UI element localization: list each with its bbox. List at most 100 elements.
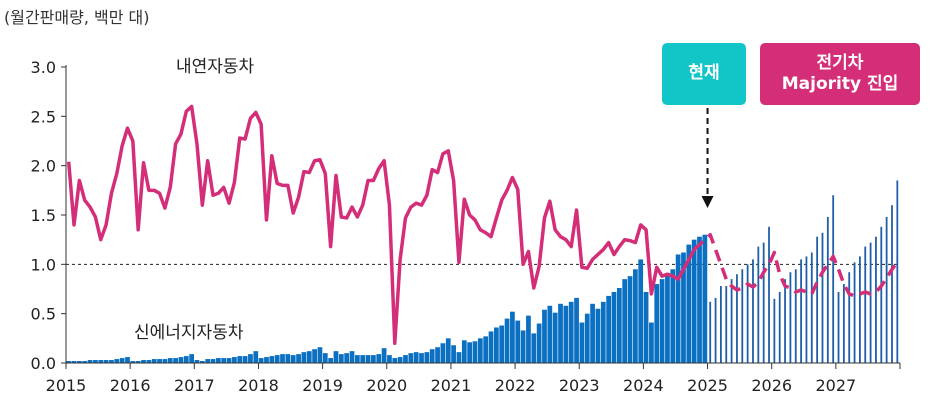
annotation-ev-line2: Majority 진입 bbox=[781, 74, 899, 94]
bar-nev-forecast bbox=[725, 286, 728, 363]
bar-nev-forecast bbox=[842, 284, 845, 363]
bar-nev-forecast bbox=[826, 216, 829, 363]
bar-nev bbox=[665, 274, 670, 363]
bar-nev bbox=[87, 360, 93, 363]
y-tick-label: 3.0 bbox=[31, 58, 56, 77]
bar-nev-forecast bbox=[757, 246, 760, 363]
bar-nev bbox=[579, 322, 585, 363]
bar-nev-forecast bbox=[736, 274, 738, 363]
bar-nev bbox=[237, 356, 243, 363]
bar-nev bbox=[189, 354, 195, 363]
bar-nev bbox=[419, 353, 424, 363]
bar-nev bbox=[697, 236, 702, 363]
bar-nev bbox=[226, 358, 232, 363]
x-tick-label: 2020 bbox=[366, 376, 407, 395]
bar-nev-forecast bbox=[891, 205, 893, 363]
bar-nev bbox=[135, 361, 141, 363]
y-tick-label: 0.0 bbox=[31, 354, 56, 373]
bar-nev bbox=[392, 358, 398, 363]
bar-nev bbox=[526, 315, 531, 363]
bar-nev-forecast bbox=[746, 264, 749, 363]
bar-nev bbox=[76, 361, 82, 363]
bar-nev bbox=[686, 244, 692, 363]
bar-nev bbox=[429, 349, 435, 363]
bar-nev bbox=[472, 341, 478, 363]
bar-nev bbox=[71, 361, 77, 363]
x-tick-label: 2016 bbox=[110, 376, 151, 395]
bar-nev bbox=[632, 269, 638, 363]
bar-nev-forecast bbox=[800, 259, 802, 363]
bar-nev bbox=[232, 357, 237, 363]
x-tick-label: 2017 bbox=[174, 376, 215, 395]
bar-nev bbox=[638, 259, 644, 363]
bar-nev bbox=[183, 356, 189, 363]
series-label-nev: 신에너지자동차 bbox=[134, 323, 244, 343]
bar-nev bbox=[387, 355, 392, 363]
line-ice-forecast bbox=[692, 232, 899, 298]
x-tick-label: 2019 bbox=[302, 376, 343, 395]
bar-nev bbox=[274, 355, 280, 363]
bar-nev bbox=[520, 330, 526, 363]
bar-nev-forecast bbox=[810, 252, 813, 363]
bar-nev bbox=[435, 347, 440, 363]
unit-label: (월간판매량, 백만 대) bbox=[4, 8, 150, 27]
bar-nev bbox=[264, 357, 269, 363]
bar-nev bbox=[563, 305, 569, 363]
bar-nev bbox=[109, 360, 114, 363]
bar-nev bbox=[338, 354, 344, 363]
bar-nev-forecast bbox=[720, 286, 722, 363]
bar-nev bbox=[590, 303, 595, 363]
bar-nev bbox=[510, 311, 515, 363]
bar-nev bbox=[328, 358, 334, 363]
y-tick-label: 1.0 bbox=[31, 255, 56, 274]
bars-layer bbox=[66, 180, 899, 363]
axes-layer: 0.0 0.5 1.0 1.5 2.0 2.5 3.0 2015 2016 2017 2018 201… bbox=[31, 58, 901, 395]
bar-nev bbox=[157, 359, 162, 363]
bar-nev bbox=[258, 358, 264, 363]
bar-nev bbox=[98, 360, 104, 363]
bar-nev bbox=[659, 279, 665, 363]
bar-nev bbox=[82, 361, 88, 363]
bar-nev-forecast bbox=[805, 256, 808, 363]
bar-nev bbox=[504, 318, 510, 363]
x-tick-label: 2025 bbox=[687, 376, 728, 395]
bar-nev bbox=[493, 327, 499, 363]
annotation-ev-box: 전기차 Majority 진입 bbox=[760, 43, 920, 105]
bar-nev-forecast bbox=[778, 291, 781, 363]
bar-nev bbox=[290, 355, 296, 363]
x-tick-label: 2027 bbox=[815, 376, 856, 395]
bar-nev bbox=[584, 313, 590, 363]
bar-nev bbox=[488, 331, 494, 363]
x-tick-label: 2022 bbox=[495, 376, 536, 395]
bar-nev bbox=[499, 325, 505, 363]
bar-nev bbox=[199, 361, 205, 363]
bar-nev-forecast bbox=[837, 291, 840, 363]
bar-nev bbox=[702, 234, 708, 363]
bar-nev bbox=[675, 254, 681, 363]
bar-nev bbox=[205, 359, 211, 363]
bar-nev bbox=[333, 351, 339, 363]
bar-nev bbox=[317, 347, 323, 363]
bar-nev-forecast bbox=[821, 232, 824, 363]
bar-nev-forecast bbox=[853, 262, 856, 363]
bar-nev bbox=[547, 305, 553, 363]
bar-nev bbox=[248, 354, 253, 363]
bar-nev bbox=[93, 360, 98, 363]
lines-layer bbox=[66, 104, 899, 346]
bar-nev bbox=[558, 303, 563, 363]
bar-nev bbox=[322, 353, 328, 363]
bar-nev bbox=[167, 358, 173, 363]
bar-nev bbox=[413, 352, 419, 363]
x-tick-label: 2024 bbox=[623, 376, 664, 395]
bar-nev bbox=[381, 348, 387, 363]
bar-nev bbox=[194, 360, 200, 363]
bar-nev bbox=[681, 252, 686, 363]
bar-nev bbox=[312, 349, 317, 363]
bar-nev bbox=[371, 355, 376, 363]
bar-nev bbox=[242, 356, 248, 363]
bar-nev bbox=[467, 342, 473, 363]
bar-nev-forecast bbox=[773, 298, 776, 363]
bar-nev-forecast bbox=[741, 269, 744, 363]
bar-nev-forecast bbox=[762, 242, 765, 363]
